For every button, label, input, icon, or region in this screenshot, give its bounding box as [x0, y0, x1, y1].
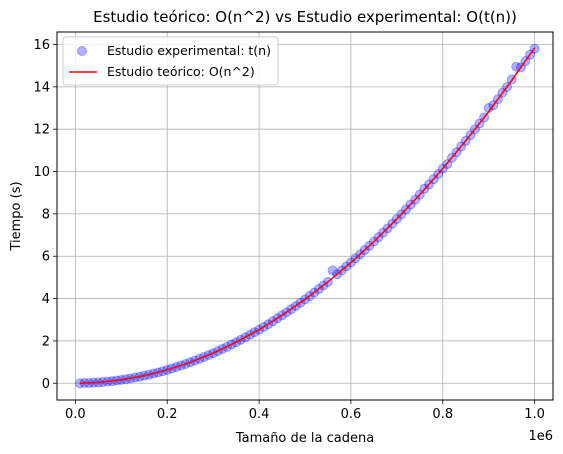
grid [57, 32, 553, 400]
legend-label-experimental: Estudio experimental: t(n) [107, 43, 271, 58]
x-tick-label: 0.2 [157, 407, 178, 422]
legend-marker-experimental [77, 46, 87, 56]
series-layer [74, 43, 540, 389]
y-tick-label: 6 [42, 250, 50, 265]
y-tick-label: 8 [42, 207, 50, 222]
y-tick-label: 0 [42, 377, 50, 392]
line-series-theoretical [79, 47, 536, 385]
x-tick-label: 0.8 [432, 407, 453, 422]
x-axis-label: Tamaño de la cadena [235, 431, 374, 446]
scatter-point [327, 265, 338, 276]
y-tick-label: 12 [33, 123, 50, 138]
y-tick-label: 16 [33, 38, 50, 53]
x-axis-offset-text: 1e6 [528, 429, 553, 444]
y-tick-label: 10 [33, 165, 50, 180]
y-axis-label: Tiempo (s) [9, 181, 24, 251]
chart-title: Estudio teórico: O(n^2) vs Estudio exper… [93, 8, 517, 26]
y-tick-label: 2 [42, 334, 50, 349]
legend: Estudio experimental: t(n) Estudio teóri… [62, 36, 279, 86]
y-tick-label: 14 [33, 80, 50, 95]
legend-label-theoretical: Estudio teórico: O(n^2) [107, 64, 255, 79]
x-tick-label: 0.0 [65, 407, 86, 422]
x-tick-label: 0.4 [249, 407, 270, 422]
x-tick-label: 1.0 [524, 407, 545, 422]
plot-frame [56, 31, 554, 401]
x-tick-label: 0.6 [341, 407, 362, 422]
ticks: 0.0 0.2 0.4 0.6 0.8 1.0 0 2 4 6 8 10 12 14 16 [33, 38, 545, 422]
legend-box [62, 36, 279, 86]
y-tick-label: 4 [42, 292, 50, 307]
